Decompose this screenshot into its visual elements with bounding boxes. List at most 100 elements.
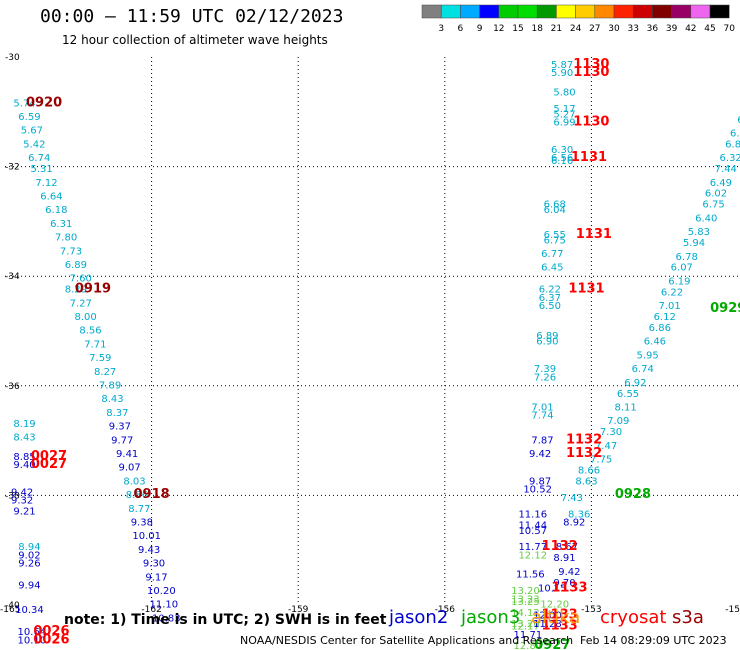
wave-height-value: 8.56 bbox=[79, 326, 101, 337]
axis-ticks: -30-32-34-36-38-40-165 -162 -159 -156 -153 -1… bbox=[0, 53, 740, 615]
scale-swatch bbox=[613, 4, 634, 19]
pass-time-label: 0027 bbox=[31, 449, 67, 464]
wave-height-value: 6.31 bbox=[50, 219, 72, 230]
wave-height-value: 5.17 bbox=[553, 104, 575, 115]
wave-height-value: 6.59 bbox=[18, 112, 40, 123]
wave-height-value: 8.94 bbox=[18, 542, 40, 553]
scale-label: 6 bbox=[458, 24, 464, 34]
scale-label: 27 bbox=[589, 24, 600, 34]
wave-height-value: 8.11 bbox=[614, 402, 636, 413]
scale-swatch bbox=[632, 4, 653, 19]
wave-height-value: 9.07 bbox=[118, 463, 140, 474]
wave-height-value: 9.94 bbox=[18, 581, 40, 592]
wave-height-value: 7.73 bbox=[60, 246, 82, 257]
wave-height-value: 5.95 bbox=[636, 350, 658, 361]
wave-height-value: 8.77 bbox=[128, 504, 150, 515]
scale-label: 45 bbox=[704, 24, 715, 34]
y-tick-label: -34 bbox=[5, 272, 20, 282]
wave-height-value: 9.40 bbox=[13, 460, 35, 471]
scale-swatch bbox=[440, 4, 461, 19]
scale-swatch bbox=[556, 4, 576, 19]
wave-height-value: 5.87 bbox=[551, 60, 573, 71]
wave-height-value: 9.43 bbox=[138, 545, 160, 556]
credit-line: NOAA/NESDIS Center for Satellite Applica… bbox=[240, 634, 574, 647]
wave-height-value: 8.43 bbox=[13, 433, 35, 444]
wave-height-value: 6.64 bbox=[40, 191, 62, 202]
wave-height-value: 8.03 bbox=[123, 476, 145, 487]
wave-height-value: 8.67 bbox=[556, 542, 578, 553]
wave-height-value: 6.8 bbox=[730, 128, 740, 139]
pass-time-label: 1131 bbox=[571, 150, 607, 165]
chart-title: 00:00 – 11:59 UTC 02/12/2023 bbox=[40, 6, 344, 27]
wave-height-value: 8.91 bbox=[553, 553, 575, 564]
wave-height-value: 10.20 bbox=[147, 586, 176, 597]
scale-label: 39 bbox=[666, 24, 678, 34]
wave-height-value: 6.50 bbox=[539, 301, 561, 312]
data-points: 5.746.595.675.426.745.317.126.646.186.31… bbox=[11, 60, 740, 650]
wave-height-value: 9.70 bbox=[553, 578, 575, 589]
wave-height-value: 12.87 bbox=[514, 641, 543, 650]
grid-lines bbox=[5, 57, 738, 605]
wave-height-value: 6.92 bbox=[624, 378, 646, 389]
wave-height-value: 11.10 bbox=[149, 600, 178, 611]
scale-swatch bbox=[536, 4, 557, 19]
scale-swatch bbox=[671, 4, 692, 19]
wave-height-value: 9.87 bbox=[529, 476, 551, 487]
wave-height-value: 5.31 bbox=[31, 164, 53, 175]
pass-time-label: 0929 bbox=[710, 301, 740, 316]
wave-height-value: 7.59 bbox=[89, 353, 111, 364]
wave-height-value: 7.74 bbox=[531, 411, 553, 422]
wave-height-value: 7.01 bbox=[531, 402, 553, 413]
pass-time-label: 0026 bbox=[33, 632, 69, 647]
scale-label: 42 bbox=[685, 24, 696, 34]
scale-label: 70 bbox=[723, 24, 735, 34]
x-tick-label: -153 bbox=[581, 605, 601, 615]
pass-time-label: 1132 bbox=[542, 539, 578, 554]
wave-height-value: 6.90 bbox=[536, 337, 558, 348]
pass-time-label: 0918 bbox=[134, 487, 170, 502]
wave-height-value: 8.43 bbox=[101, 394, 123, 405]
wave-height-value: 12.12 bbox=[518, 550, 547, 561]
pass-time-label: 1130 bbox=[573, 65, 609, 80]
scale-label: 15 bbox=[512, 24, 523, 34]
wave-height-value: 6 bbox=[737, 115, 740, 126]
wave-height-value: 12.00 bbox=[533, 611, 562, 622]
wave-height-value: 6.89 bbox=[536, 331, 558, 342]
wave-height-value: 7.09 bbox=[607, 416, 629, 427]
satellite-jason3: jason3 bbox=[461, 607, 521, 628]
footnote: note: 1) Time is in UTC; 2) SWH is in fe… bbox=[64, 612, 387, 628]
wave-height-value: 9.30 bbox=[143, 559, 165, 570]
scale-label: 30 bbox=[608, 24, 620, 34]
wave-height-value: 9.32 bbox=[11, 496, 33, 507]
wave-height-value: 6.75 bbox=[702, 200, 724, 211]
wave-height-value: 7.80 bbox=[55, 233, 77, 244]
satellite-altika: altika bbox=[531, 607, 581, 628]
wave-height-value: 8.63 bbox=[575, 476, 597, 487]
wave-height-value: 6.74 bbox=[632, 364, 654, 375]
pass-time-label: 1133 bbox=[551, 580, 587, 595]
wave-height-value: 5.74 bbox=[13, 98, 35, 109]
wave-height-value: 7.71 bbox=[84, 339, 106, 350]
wave-height-value: 6.30 bbox=[551, 145, 573, 156]
wave-height-value: 9.41 bbox=[116, 449, 138, 460]
scale-swatch bbox=[479, 4, 500, 19]
wave-height-value: 8.19 bbox=[13, 419, 35, 430]
wave-height-value: 6.18 bbox=[45, 205, 67, 216]
wave-height-value: 6.99 bbox=[553, 118, 575, 129]
wave-height-value: 8.66 bbox=[578, 465, 600, 476]
scale-label: 3 bbox=[438, 24, 444, 34]
x-tick-label: -156 bbox=[435, 605, 456, 615]
pass-time-label: 1130 bbox=[573, 57, 609, 72]
wave-height-value: 6.45 bbox=[541, 263, 563, 274]
wave-height-value: 5.90 bbox=[551, 68, 573, 79]
pass-time-label: 0919 bbox=[75, 282, 111, 297]
x-tick-label: -15 bbox=[725, 605, 740, 615]
wave-height-value: 6.8 bbox=[725, 139, 740, 150]
wave-height-value: 6.74 bbox=[28, 153, 50, 164]
wave-height-value: 11.77 bbox=[518, 542, 547, 553]
wave-height-value: 9.42 bbox=[558, 567, 580, 578]
chart-subtitle: 12 hour collection of altimeter wave hei… bbox=[62, 33, 328, 47]
wave-height-value: 9.26 bbox=[18, 559, 40, 570]
scale-label: 21 bbox=[551, 24, 562, 34]
